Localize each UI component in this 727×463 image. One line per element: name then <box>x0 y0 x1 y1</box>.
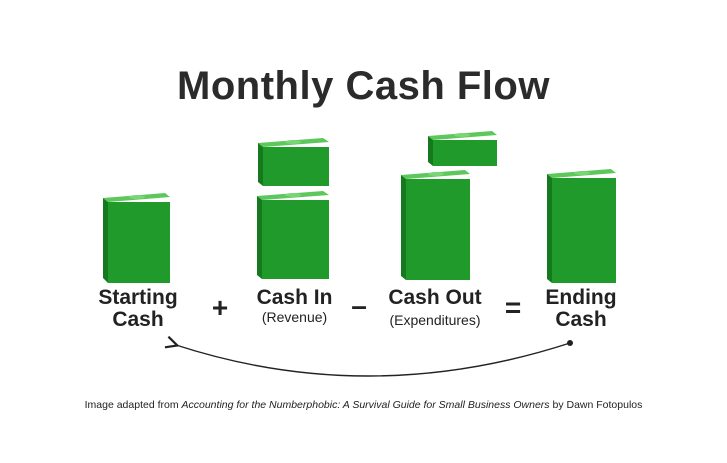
cash-in-label: Cash In <box>256 286 333 309</box>
cash-out-sublabel: (Expenditures) <box>389 312 481 328</box>
caption-prefix: Image adapted from <box>84 399 182 411</box>
equals-operator: = <box>504 292 522 323</box>
starting-cash-line2: Cash <box>112 308 164 331</box>
cash-in-stack-icon <box>257 191 329 279</box>
cash-out-label: Cash Out <box>388 286 482 309</box>
ending-cash-line2: Cash <box>555 308 607 331</box>
source-caption: Image adapted from Accounting for the Nu… <box>0 399 727 411</box>
diagram-title: Monthly Cash Flow <box>177 64 550 108</box>
caption-suffix: by Dawn Fotopulos <box>549 399 643 411</box>
minus-operator: – <box>351 290 367 321</box>
return-arrow <box>176 340 573 377</box>
cash-in-sublabel: (Revenue) <box>261 309 328 325</box>
caption-book-title: Accounting for the Numberphobic: A Survi… <box>181 399 550 411</box>
plus-operator: + <box>211 292 229 323</box>
starting-cash-line1: Starting <box>98 286 178 309</box>
starting-cash-stack-icon <box>103 193 170 283</box>
cash-in-bundle-icon <box>258 138 329 186</box>
cash-out-stack-icon <box>401 170 470 280</box>
starting-cash-label: Starting Cash <box>78 287 198 331</box>
ending-cash-label: Ending Cash <box>521 287 641 331</box>
ending-cash-line1: Ending <box>545 286 617 309</box>
ending-cash-stack-icon <box>547 169 616 283</box>
cash-out-bundle-icon <box>428 131 497 166</box>
